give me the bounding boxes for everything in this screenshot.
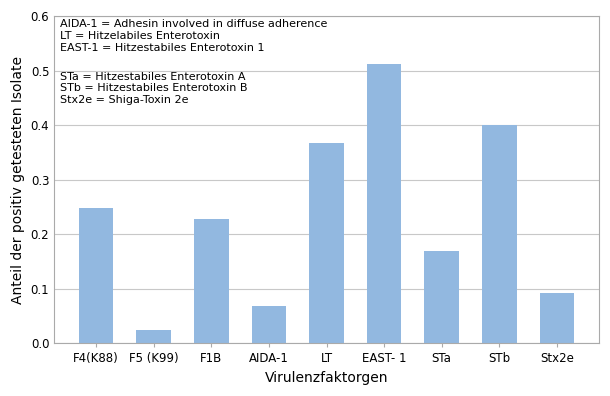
Bar	[425, 251, 459, 343]
Bar	[252, 306, 286, 343]
Bar	[482, 125, 517, 343]
Y-axis label: Anteil der positiv getesteten Isolate: Anteil der positiv getesteten Isolate	[11, 56, 25, 304]
Text: STa = Hitzestabiles Enterotoxin A
STb = Hitzestabiles Enterotoxin B
Stx2e = Shig: STa = Hitzestabiles Enterotoxin A STb = …	[60, 72, 247, 105]
Bar	[309, 143, 344, 343]
Bar	[194, 219, 229, 343]
Bar	[137, 330, 171, 343]
Bar	[79, 208, 113, 343]
X-axis label: Virulenzfaktorgen: Virulenzfaktorgen	[265, 371, 389, 385]
Bar	[540, 293, 574, 343]
Text: AIDA-1 = Adhesin involved in diffuse adherence
LT = Hitzelabiles Enterotoxin
EAS: AIDA-1 = Adhesin involved in diffuse adh…	[60, 19, 327, 53]
Bar	[367, 63, 401, 343]
